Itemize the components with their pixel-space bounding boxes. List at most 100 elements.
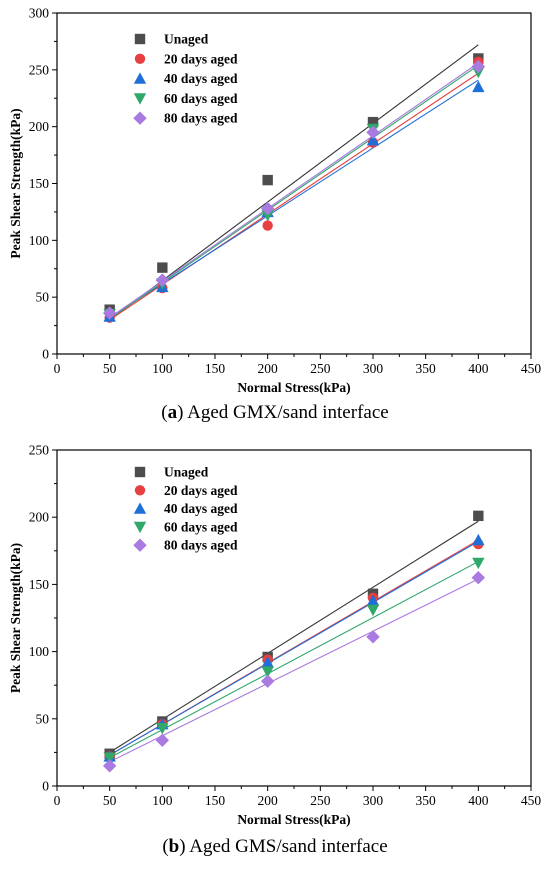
data-point [157, 262, 168, 273]
y-tick-label: 200 [29, 510, 50, 525]
legend-label: 60 days aged [164, 519, 238, 534]
x-tick-label: 200 [258, 361, 279, 376]
x-tick-label: 250 [310, 793, 331, 808]
data-point [366, 594, 380, 606]
chart-b: 0 50 100 150 200 250 300 350 400 450 0 50 100 150 200 2… [8, 443, 542, 828]
data-point [103, 752, 116, 764]
chart-a: 0 50 100 150 200 250 300 350 400 450 0 50 100 150 200 2… [8, 6, 542, 396]
data-point [367, 116, 379, 128]
y-tick-label: 100 [29, 233, 50, 248]
y-tick-label: 0 [42, 779, 49, 794]
legend-marker [134, 485, 146, 496]
chart-panel-a: 0 50 100 150 200 250 300 350 400 450 0 50 100 150 200 2… [8, 6, 542, 424]
y-tick-label: 150 [29, 176, 50, 191]
data-point [102, 306, 117, 320]
x-tick-label: 350 [416, 793, 437, 808]
legend-marker [133, 538, 147, 552]
legend-label: Unaged [164, 32, 209, 47]
x-tick-label: 50 [103, 361, 117, 376]
y-tick-label: 250 [29, 62, 50, 77]
y-tick-label: 200 [29, 119, 50, 134]
legend-marker [133, 72, 147, 84]
x-tick-label: 100 [152, 793, 173, 808]
x-axis-label: Normal Stress(kPa) [237, 812, 350, 827]
legend-label: 40 days aged [164, 71, 238, 86]
legend-label: Unaged [164, 465, 209, 480]
data-point [472, 557, 485, 570]
fit-line [109, 44, 479, 321]
data-point [366, 134, 380, 146]
y-tick-label: 50 [36, 290, 50, 305]
x-tick-label: 50 [103, 793, 117, 808]
data-point [261, 656, 274, 668]
data-point [261, 666, 274, 678]
caption-a: (a) Aged GMX/sand interface [161, 402, 389, 423]
x-tick-label: 400 [468, 361, 489, 376]
fit-line [109, 79, 479, 319]
y-tick-label: 0 [42, 347, 49, 362]
fit-line [109, 72, 479, 321]
series-60-days-aged [103, 557, 485, 764]
x-tick-label: 0 [54, 361, 61, 376]
data-point [156, 723, 169, 735]
x-tick-label: 150 [205, 793, 226, 808]
legend-marker [133, 502, 147, 514]
legend-label: 20 days aged [164, 483, 238, 498]
legend-marker [133, 93, 147, 105]
x-axis-label: Normal Stress(kPa) [237, 380, 350, 395]
data-point [366, 604, 380, 617]
caption-b-letter: b [168, 836, 180, 857]
legend-label: 60 days aged [164, 91, 238, 106]
fit-line [109, 540, 479, 756]
x-tick-label: 450 [521, 793, 542, 808]
x-tick-label: 150 [205, 361, 226, 376]
fit-line [109, 561, 479, 759]
legend-label: 80 days aged [164, 538, 238, 553]
chart-panel-b: 0 50 100 150 200 250 300 350 400 450 0 50 100 150 200 2… [0, 436, 550, 872]
data-point [262, 220, 273, 231]
fit-line [109, 520, 479, 753]
caption-a-letter: a [167, 402, 178, 423]
plot-frame [56, 12, 532, 355]
y-tick-label: 300 [29, 6, 50, 21]
data-point [471, 570, 486, 585]
fit-line [109, 64, 479, 320]
caption-a-text: Aged GMX/sand interface [187, 402, 389, 423]
y-tick-label: 250 [29, 443, 50, 458]
legend-label: 40 days aged [164, 501, 238, 516]
x-tick-label: 300 [363, 793, 384, 808]
x-tick-label: 350 [416, 361, 437, 376]
legend-marker [133, 521, 147, 534]
data-point [473, 510, 484, 522]
legend-marker [133, 111, 147, 125]
plot-frame [56, 449, 532, 787]
y-tick-label: 50 [36, 711, 50, 726]
x-tick-label: 400 [468, 793, 489, 808]
fit-line [109, 62, 479, 319]
series-80-days-aged [102, 570, 486, 773]
y-tick-label: 150 [29, 577, 50, 592]
x-tick-label: 250 [310, 361, 331, 376]
y-tick-label: 100 [29, 644, 50, 659]
data-point [366, 125, 380, 140]
caption-b: (b) Aged GMS/sand interface [162, 836, 388, 857]
legend-label: 20 days aged [164, 51, 238, 66]
data-point [155, 273, 170, 287]
data-point [471, 59, 486, 74]
legend-marker [134, 53, 146, 64]
data-point [260, 201, 275, 216]
x-tick-label: 100 [152, 361, 173, 376]
legend-label: 80 days aged [164, 111, 238, 126]
y-axis-label: Peak Shear Strength(kPa) [8, 108, 23, 258]
series-80-days-aged [102, 59, 486, 320]
x-tick-label: 450 [521, 361, 542, 376]
caption-b-text: Aged GMS/sand interface [189, 836, 388, 857]
data-point [261, 210, 274, 222]
data-point [155, 733, 170, 748]
data-point [472, 80, 485, 93]
legend-marker [134, 466, 146, 478]
y-axis-label: Peak Shear Strength(kPa) [8, 543, 23, 693]
x-tick-label: 200 [258, 793, 279, 808]
legend-marker [134, 33, 146, 45]
data-point [472, 533, 485, 546]
